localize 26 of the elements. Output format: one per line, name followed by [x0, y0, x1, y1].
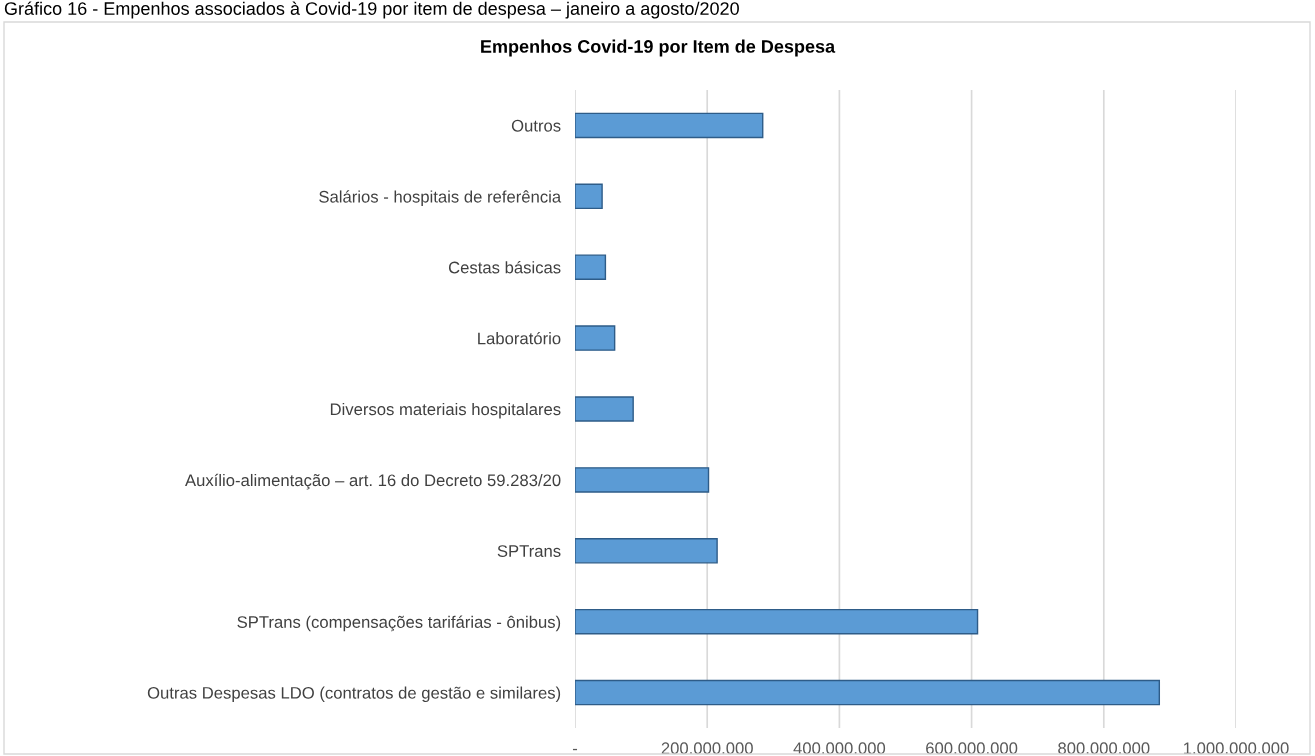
y-tick-label: Salários - hospitais de referência [319, 190, 562, 206]
text: Gráfico 16 - Empenhos associados à Covid-19 por item de despesa – janeiro a agosto/2020 [4, 1, 739, 19]
y-tick-label: Laboratório [478, 331, 561, 345]
y-tick-label: Outras Despesas LDO (contratos de gestão e similares) [147, 686, 561, 703]
x-tick-label: 600.000.000 [926, 742, 1018, 755]
x-tick-label: 200.000.000 [661, 742, 753, 755]
x-tick-label: 800.000.000 [1058, 742, 1150, 755]
bar [575, 608, 979, 635]
bar [575, 679, 1161, 706]
y-tick-label: SPTrans (compensações tarifárias - ônibus) [237, 615, 561, 632]
bar [575, 396, 634, 422]
x-tick-label: 1.000.000.000 [1183, 742, 1289, 755]
chart-title: Empenhos Covid-19 por Item de Despesa [481, 39, 836, 57]
bar [575, 112, 764, 139]
bar [575, 538, 718, 564]
bar [575, 183, 603, 210]
x-tick-label: - [572, 748, 578, 751]
y-tick-label: Diversos materiais hospitalares [330, 402, 561, 419]
y-tick-label: Auxílio-alimentação – art. 16 do Decreto 59.283/20 [185, 473, 561, 490]
bar [575, 325, 616, 351]
x-tick-label: 400.000.000 [793, 742, 886, 755]
bar [575, 467, 710, 493]
y-tick-label: Outros [511, 119, 561, 132]
y-tick-label: Cestas básicas [448, 260, 561, 274]
y-tick-label: SPTrans [497, 545, 561, 557]
bar [575, 254, 607, 280]
